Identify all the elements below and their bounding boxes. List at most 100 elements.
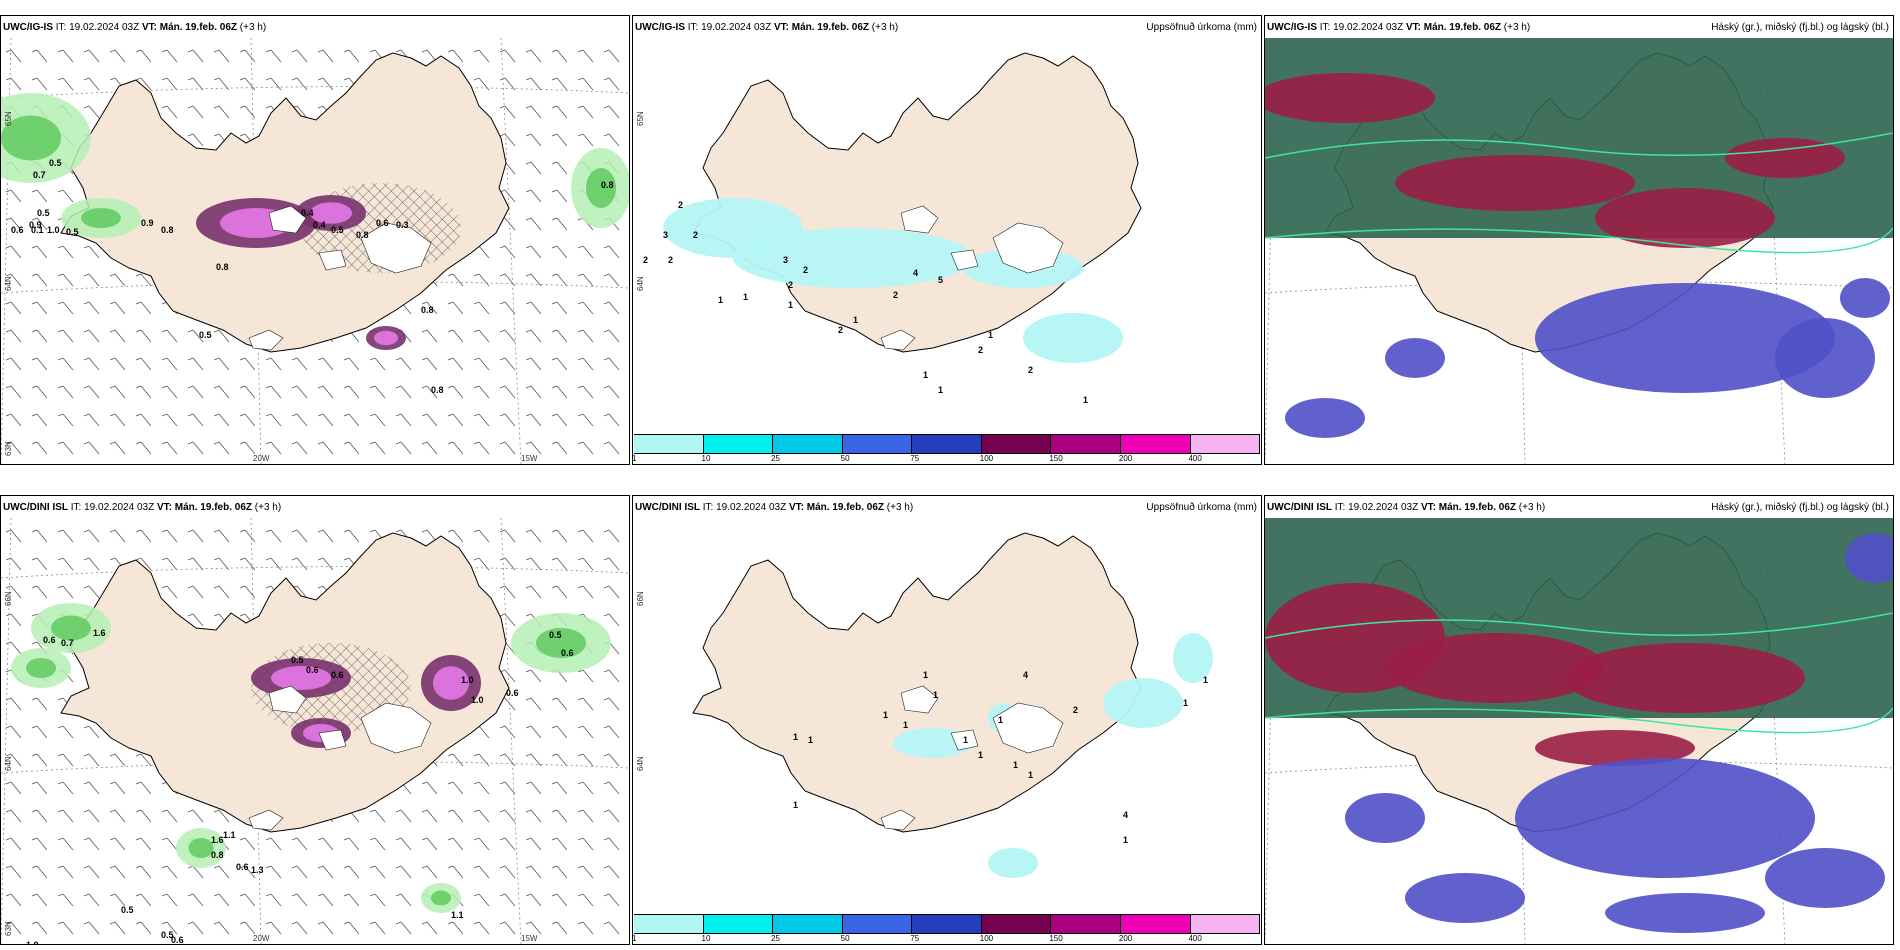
wind-barb [343, 413, 360, 427]
wind-barb [291, 921, 308, 935]
wind-barb [57, 529, 74, 543]
wind-barb [577, 585, 594, 599]
wind-barb [135, 385, 152, 399]
wind-barb [473, 385, 490, 399]
wind-barb [369, 413, 386, 427]
wind-barb [421, 809, 438, 823]
wind-barb [499, 301, 516, 315]
wind-barb [447, 865, 464, 879]
colorbar-label: 25 [771, 454, 781, 463]
colorbar-segment [981, 435, 1052, 453]
wind-barb [499, 329, 516, 343]
wind-barb [57, 385, 74, 399]
wind-barb [499, 613, 516, 627]
wind-barb [291, 557, 308, 571]
panel-title: UWC/DINI ISL IT: 19.02.2024 03Z VT: Mán.… [1267, 502, 1546, 513]
longitude-label: 15W [521, 454, 538, 463]
glacier-outline [318, 249, 347, 271]
wind-barb [5, 557, 22, 571]
wind-barb [499, 385, 516, 399]
value-label: 1.0 [461, 675, 474, 685]
wind-barb [213, 529, 230, 543]
wind-barb [343, 49, 360, 63]
value-label: 1.1 [223, 830, 236, 840]
wind-barb [499, 245, 516, 259]
wind-barb [5, 301, 22, 315]
wind-barb [577, 529, 594, 543]
value-label: 2 [978, 345, 983, 355]
wind-barb [161, 865, 178, 879]
wind-barb [421, 781, 438, 795]
wind-barb [421, 329, 438, 343]
wind-barb [31, 217, 48, 231]
wind-barb [551, 245, 568, 259]
wind-barb [499, 725, 516, 739]
wind-barb [31, 697, 48, 711]
wind-barb [5, 273, 22, 287]
wind-barb [473, 837, 490, 851]
wind-barb [83, 725, 100, 739]
wind-barb [395, 921, 412, 935]
wind-barb [551, 413, 568, 427]
wind-barb [213, 105, 230, 119]
value-label: 0.6 [236, 862, 249, 872]
wind-barb [5, 809, 22, 823]
wind-barb [83, 329, 100, 343]
wind-barb [317, 413, 334, 427]
colorbar-label: 100 [979, 934, 994, 943]
wind-barb [499, 441, 516, 455]
wind-barb [213, 49, 230, 63]
mid-cloud-area [1595, 188, 1775, 248]
wind-barb [161, 77, 178, 91]
wind-barb [187, 385, 204, 399]
wind-barb [551, 105, 568, 119]
snow-area [310, 202, 352, 224]
wind-barb [603, 781, 620, 795]
wind-barb [109, 809, 126, 823]
glacier-outline [950, 249, 979, 271]
wind-barb [57, 413, 74, 427]
wind-barb [161, 385, 178, 399]
wind-barb [577, 725, 594, 739]
colorbar-label: 400 [1188, 454, 1202, 463]
colorbar-label: 150 [1049, 454, 1063, 463]
value-label: 1 [883, 710, 888, 720]
colorbar-label: 10 [701, 934, 711, 943]
wind-barb [31, 441, 48, 455]
value-label: 0.5 [291, 655, 304, 665]
wind-barb [317, 77, 334, 91]
map-iceland-wind: 0.50.70.50.90.6 0.1 1.0 0.50.90.80.80.50.80… [1, 38, 629, 464]
wind-barb [395, 837, 412, 851]
wind-barb [525, 273, 542, 287]
wind-barb [57, 585, 74, 599]
wind-barb [551, 49, 568, 63]
wind-barb [473, 529, 490, 543]
wind-barb [317, 921, 334, 935]
value-label: 1 [998, 715, 1003, 725]
wind-barb [369, 357, 386, 371]
wind-barb [473, 865, 490, 879]
panel-title: UWC/IG-IS IT: 19.02.2024 03Z VT: Mán. 19… [1267, 22, 1531, 33]
wind-barb [499, 893, 516, 907]
value-label: 1 [1203, 675, 1208, 685]
colorbar-label: 400 [1188, 934, 1202, 943]
value-label: 1 [1183, 698, 1188, 708]
wind-barb [577, 273, 594, 287]
value-label: 1 [1083, 395, 1088, 405]
wind-barb [447, 837, 464, 851]
wind-barb [499, 77, 516, 91]
glacier-outline [880, 809, 916, 831]
wind-barb [109, 413, 126, 427]
wind-barb [187, 357, 204, 371]
wind-barb [83, 585, 100, 599]
wind-barb [57, 49, 74, 63]
wind-barb [447, 385, 464, 399]
wind-barb [5, 753, 22, 767]
value-label: 0.4 [301, 208, 314, 218]
value-label: 1 [963, 735, 968, 745]
wind-barb [213, 809, 230, 823]
wind-barb [83, 557, 100, 571]
panel-igis-clouds: UWC/IG-IS IT: 19.02.2024 03Z VT: Mán. 19… [1264, 15, 1894, 465]
value-label: 0.5 [161, 930, 174, 940]
wind-barb [473, 781, 490, 795]
